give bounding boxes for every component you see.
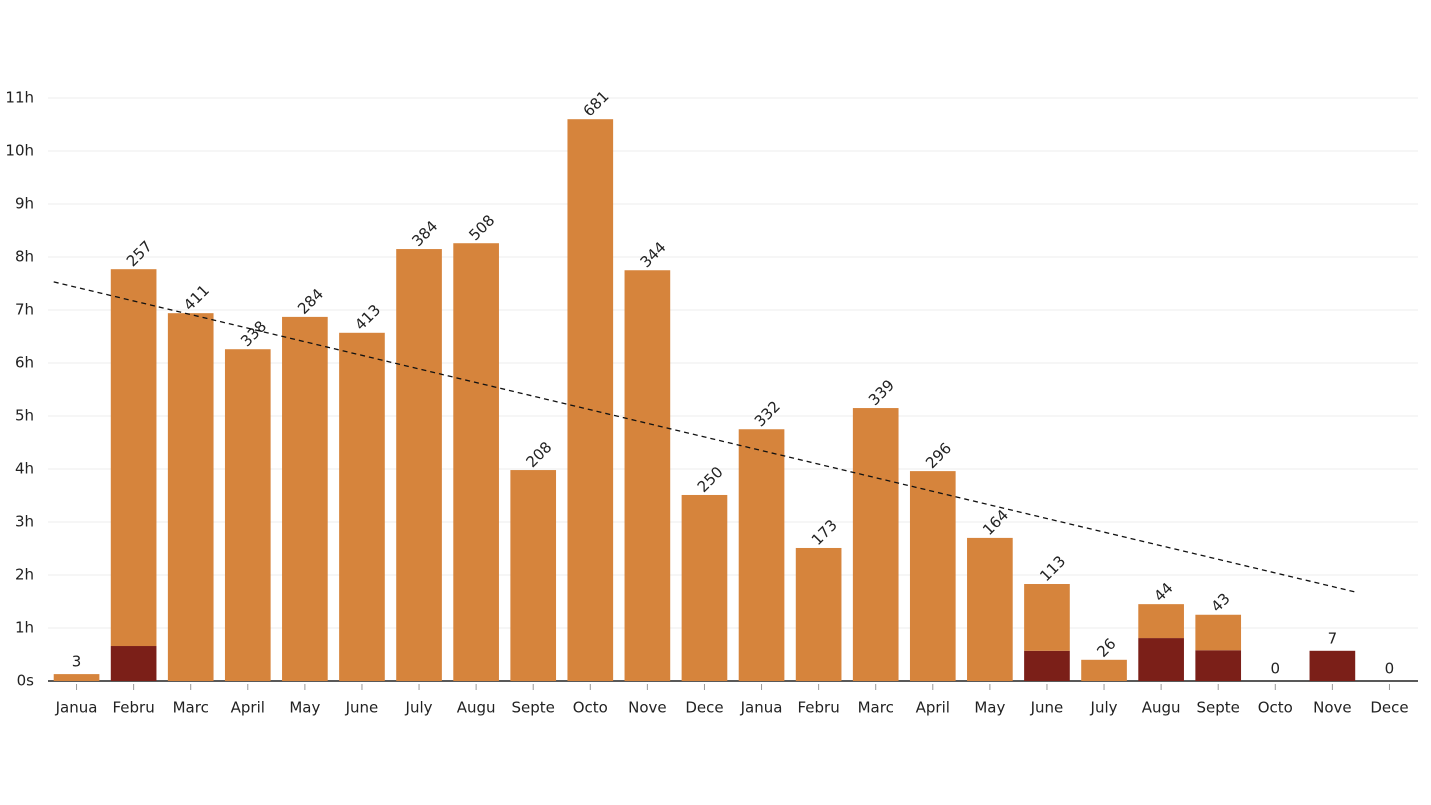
y-tick-label: 1h	[15, 619, 34, 637]
value-label: 0	[1271, 660, 1281, 678]
bar	[1138, 604, 1184, 639]
bar	[1024, 584, 1070, 651]
trend-line	[53, 281, 1356, 593]
y-tick-label: 3h	[15, 513, 34, 531]
bar	[624, 270, 671, 681]
bar	[110, 646, 157, 681]
value-label: 250	[694, 463, 727, 496]
bar	[167, 313, 214, 681]
x-tick-label: July	[1090, 699, 1118, 717]
x-tick-label: Dece	[685, 699, 723, 717]
value-label: 164	[979, 506, 1012, 539]
value-label: 284	[294, 285, 327, 318]
bar	[396, 249, 442, 682]
x-tick-label: Febru	[798, 699, 840, 717]
bar	[282, 316, 328, 681]
bar	[1081, 659, 1127, 681]
value-label: 332	[751, 397, 784, 430]
y-tick-label: 11h	[5, 89, 34, 107]
y-tick-label: 4h	[15, 460, 34, 478]
value-label: 411	[180, 281, 213, 314]
bar	[681, 494, 728, 681]
x-tick-label: Dece	[1370, 699, 1408, 717]
value-label: 339	[865, 376, 898, 409]
x-tick-label: Febru	[113, 699, 155, 717]
value-label: 173	[808, 516, 841, 549]
value-label: 26	[1093, 635, 1119, 661]
y-tick-label: 10h	[5, 142, 34, 160]
bar	[110, 269, 157, 647]
value-label: 44	[1150, 579, 1176, 605]
x-tick-label: Nove	[628, 699, 667, 717]
bar	[1024, 650, 1070, 681]
y-tick-label: 7h	[15, 301, 34, 319]
bar	[738, 429, 785, 681]
bar	[967, 537, 1013, 681]
value-label: 3	[72, 653, 82, 671]
x-tick-label: Nove	[1313, 699, 1352, 717]
y-tick-label: 6h	[15, 354, 34, 372]
bar	[852, 408, 899, 681]
bar	[1195, 614, 1242, 651]
value-label: 338	[237, 317, 270, 350]
y-tick-label: 0s	[17, 672, 35, 690]
bar	[53, 674, 100, 681]
y-tick-label: 5h	[15, 407, 34, 425]
x-tick-label: June	[1030, 699, 1064, 717]
bar	[1309, 650, 1356, 681]
x-tick-label: Septe	[512, 699, 555, 717]
x-tick-label: May	[289, 699, 320, 717]
bar	[1195, 650, 1242, 681]
value-label: 508	[465, 211, 498, 244]
bar	[224, 349, 271, 681]
value-label: 681	[580, 87, 613, 120]
bar	[339, 332, 385, 681]
bar	[567, 119, 614, 681]
x-tick-label: April	[231, 699, 265, 717]
value-label: 257	[123, 237, 156, 270]
y-tick-label: 8h	[15, 248, 34, 266]
x-tick-label: Marc	[858, 699, 894, 717]
x-tick-label: Augu	[457, 699, 496, 717]
x-tick-label: July	[405, 699, 433, 717]
value-label: 113	[1036, 552, 1069, 585]
x-tick-label: May	[974, 699, 1005, 717]
x-tick-label: Marc	[173, 699, 209, 717]
y-tick-label: 2h	[15, 566, 34, 584]
bar	[453, 243, 499, 681]
bar	[795, 547, 842, 681]
x-tick-label: Septe	[1197, 699, 1240, 717]
x-tick-label: Octo	[1258, 699, 1293, 717]
value-label: 208	[522, 438, 555, 471]
x-tick-label: April	[916, 699, 950, 717]
value-label: 384	[408, 217, 441, 250]
x-tick-label: June	[345, 699, 379, 717]
value-label: 7	[1328, 629, 1338, 647]
bar	[510, 470, 557, 681]
x-tick-label: Janua	[740, 699, 783, 717]
y-tick-label: 9h	[15, 195, 34, 213]
value-label: 344	[637, 238, 670, 271]
x-tick-label: Augu	[1142, 699, 1181, 717]
value-label: 296	[922, 439, 955, 472]
value-label: 413	[351, 301, 384, 334]
value-label: 43	[1207, 590, 1233, 616]
bar	[1138, 638, 1184, 681]
bar	[909, 471, 956, 681]
x-tick-label: Octo	[573, 699, 608, 717]
x-tick-label: Janua	[55, 699, 98, 717]
value-label: 0	[1385, 660, 1395, 678]
